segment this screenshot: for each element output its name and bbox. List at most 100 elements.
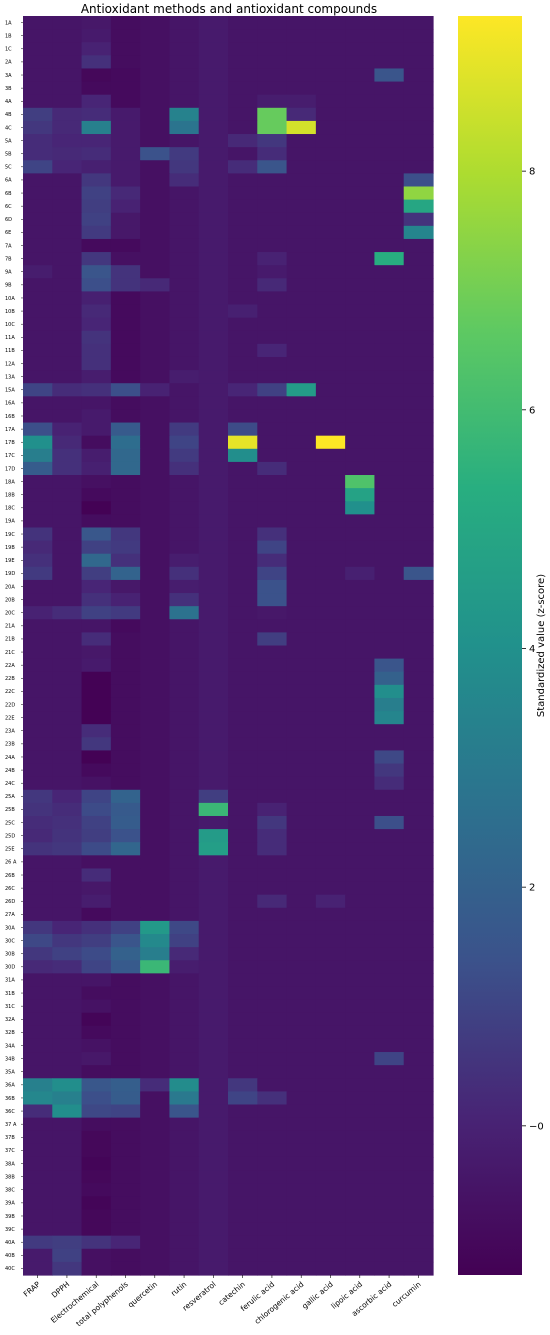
heatmap-cell [374, 1222, 405, 1237]
heatmap-cell [81, 448, 112, 463]
heatmap-cell [403, 920, 434, 935]
heatmap-cell [52, 514, 83, 529]
row-tick-label: 3A [5, 73, 12, 79]
heatmap-cell [110, 829, 141, 843]
heatmap-cell [257, 1038, 288, 1053]
heatmap-cell [198, 291, 229, 306]
heatmap-cell [23, 1038, 53, 1053]
heatmap-cell [169, 658, 200, 673]
heatmap-cell [110, 1038, 141, 1053]
heatmap-cell [81, 579, 112, 594]
heatmap-cell [169, 448, 200, 463]
heatmap-cell [257, 1091, 288, 1106]
heatmap-cell [345, 225, 376, 240]
heatmap-cell [315, 907, 346, 922]
heatmap-cell [374, 435, 405, 450]
heatmap-cell [140, 278, 171, 292]
heatmap-cell [81, 619, 112, 633]
heatmap-cell [257, 1012, 288, 1027]
heatmap-cell [140, 461, 171, 476]
heatmap-cell [403, 42, 434, 56]
heatmap-cell [403, 671, 434, 686]
heatmap-cell [374, 383, 405, 397]
heatmap-cell [198, 488, 229, 502]
heatmap-cell [110, 645, 141, 660]
heatmap-cell [169, 763, 200, 778]
heatmap-cell [286, 658, 317, 673]
heatmap-cell [52, 684, 83, 699]
heatmap-cell [110, 527, 141, 542]
heatmap-cell [286, 1052, 317, 1066]
heatmap-cell [169, 632, 200, 647]
heatmap-cell [52, 409, 83, 424]
heatmap-cell [228, 960, 258, 974]
heatmap-cell [374, 1052, 405, 1066]
heatmap-cell [257, 1143, 288, 1158]
heatmap-cells [23, 16, 434, 1276]
heatmap-cell [110, 750, 141, 765]
heatmap-cell [374, 1025, 405, 1040]
heatmap-cell [110, 658, 141, 673]
heatmap-cell [228, 343, 258, 358]
heatmap-cell [315, 579, 346, 594]
heatmap-cell [374, 330, 405, 345]
heatmap-cell [52, 829, 83, 843]
heatmap-cell [52, 724, 83, 738]
heatmap-cell [169, 330, 200, 345]
column-tick-label: FRAP [22, 1279, 43, 1298]
heatmap-cell [81, 632, 112, 647]
row-tick-label: 38C [5, 1188, 15, 1194]
row-tick-label: 31B [5, 991, 15, 997]
heatmap-cell [286, 763, 317, 778]
heatmap-cell [286, 724, 317, 738]
heatmap-cell [374, 566, 405, 581]
heatmap-cell [403, 173, 434, 188]
heatmap-cell [345, 55, 376, 70]
row-tick-label: 4C [5, 125, 12, 131]
heatmap-cell [257, 120, 288, 135]
heatmap-cell [228, 186, 258, 201]
heatmap-cell [286, 461, 317, 476]
heatmap-cell [228, 750, 258, 765]
heatmap-cell [286, 842, 317, 856]
heatmap-cell [374, 501, 405, 515]
heatmap-cell [23, 579, 53, 594]
heatmap-cell [228, 147, 258, 161]
heatmap-cell [52, 448, 83, 463]
heatmap-cell [198, 973, 229, 988]
heatmap-cell [374, 960, 405, 974]
heatmap-cell [315, 1025, 346, 1040]
heatmap-cell [286, 750, 317, 765]
heatmap-cell [52, 383, 83, 397]
heatmap-cell [403, 147, 434, 161]
heatmap-cell [257, 81, 288, 96]
heatmap-cell [169, 789, 200, 804]
heatmap-cell [345, 697, 376, 712]
heatmap-cell [228, 1012, 258, 1027]
heatmap-cell [286, 81, 317, 96]
heatmap-cell [169, 1038, 200, 1053]
heatmap-cell [315, 265, 346, 279]
heatmap-cell [315, 1091, 346, 1106]
heatmap-cell [315, 645, 346, 660]
heatmap-cell [140, 579, 171, 594]
heatmap-cell [374, 81, 405, 96]
heatmap-cell [228, 356, 258, 371]
heatmap-cell [169, 199, 200, 214]
heatmap-cell [228, 671, 258, 686]
heatmap-cell [23, 1117, 53, 1132]
heatmap-cell [140, 881, 171, 896]
row-tick-label: 1B [5, 33, 12, 39]
heatmap-cell [315, 475, 346, 489]
heatmap-cell [169, 1130, 200, 1145]
heatmap-cell [52, 881, 83, 896]
heatmap-cell [140, 1104, 171, 1119]
heatmap-cell [81, 934, 112, 948]
heatmap-cell [286, 55, 317, 70]
heatmap-cell [110, 199, 141, 214]
row-tick-label: 35A [5, 1070, 15, 1076]
heatmap-cell [52, 356, 83, 371]
heatmap-cell [52, 842, 83, 856]
heatmap-cell [403, 81, 434, 96]
heatmap-cell [374, 343, 405, 358]
